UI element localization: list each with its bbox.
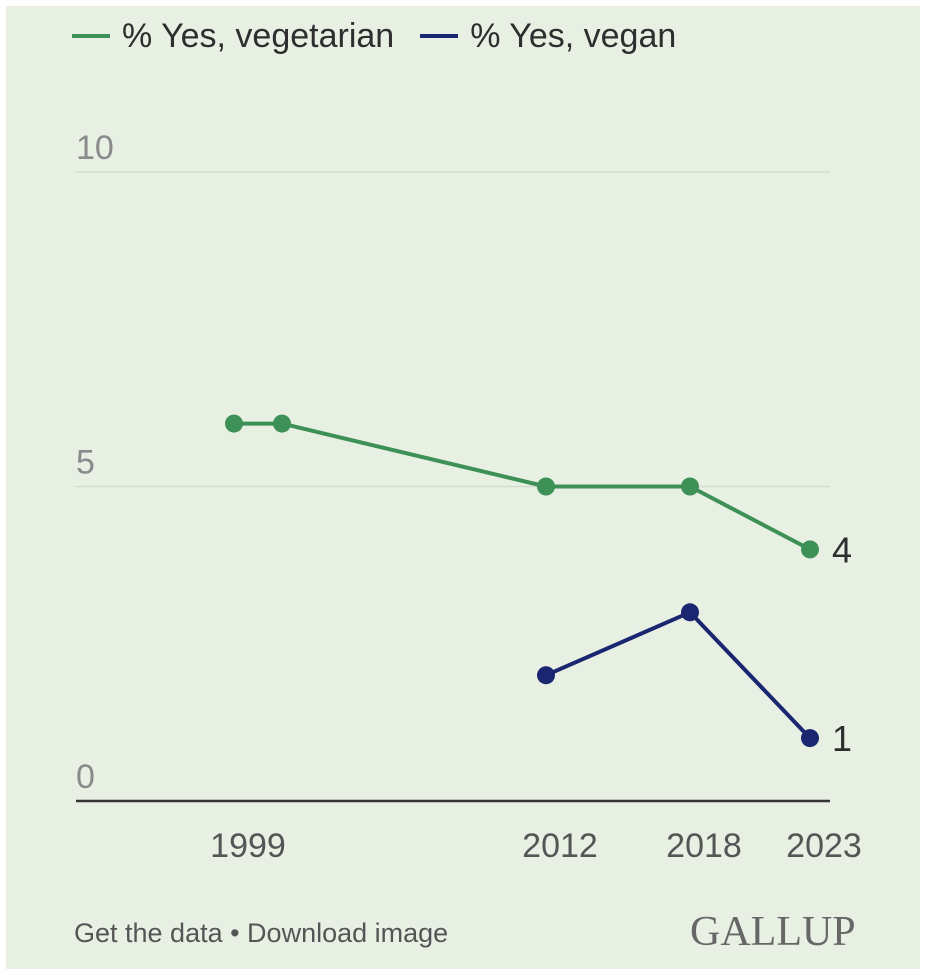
y-tick-label-10: 10 [76, 129, 114, 167]
x-tick-label-2023: 2023 [786, 827, 862, 865]
y-tick-label-5: 5 [76, 444, 95, 482]
legend-label-vegan: % Yes, vegan [470, 16, 677, 55]
data-point-vegetarian-2001 [273, 414, 291, 433]
data-point-vegetarian-2023 [801, 540, 819, 559]
footer-links[interactable]: Get the data • Download image [74, 918, 449, 948]
data-point-vegan-2023 [801, 729, 819, 748]
legend-item-vegetarian: % Yes, vegetarian [72, 17, 394, 56]
legend: % Yes, vegetarian % Yes, vegan [72, 12, 702, 60]
x-tick-label-2012: 2012 [522, 827, 598, 865]
chart-panel [6, 6, 920, 969]
x-tick-label-2018: 2018 [666, 827, 742, 865]
legend-label-vegetarian: % Yes, vegetarian [122, 16, 395, 55]
end-label-vegan: 1 [832, 718, 852, 759]
data-point-vegetarian-2012 [537, 477, 555, 496]
legend-swatch-vegan [420, 34, 459, 38]
data-point-vegan-2012 [537, 666, 555, 685]
end-label-vegetarian: 4 [832, 529, 852, 570]
legend-swatch-vegetarian [72, 34, 110, 38]
x-tick-label-1999: 1999 [210, 827, 286, 865]
gallup-logo: GALLUP [690, 909, 856, 955]
data-point-vegetarian-2018 [681, 477, 699, 496]
series-line-vegan [545, 610, 812, 740]
y-tick-label-0: 0 [76, 758, 95, 796]
data-point-vegan-2018 [681, 603, 699, 622]
legend-item-vegan: % Yes, vegan [420, 17, 676, 56]
data-point-vegetarian-1999 [225, 414, 243, 433]
